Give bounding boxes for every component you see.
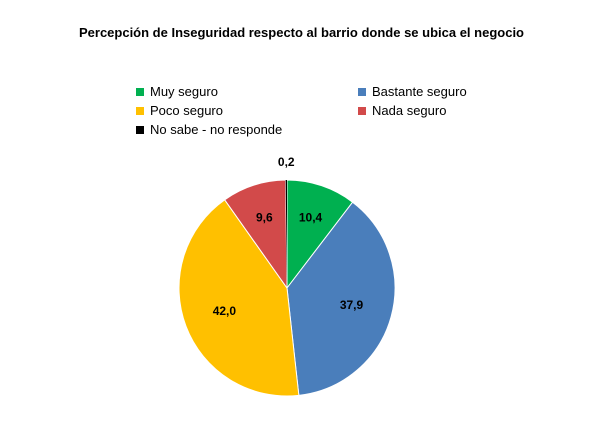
legend-label-nada-seguro: Nada seguro — [372, 103, 447, 118]
data-label-no-sabe-no-responde: 0,2 — [278, 155, 295, 169]
legend-item-bastante-seguro: Bastante seguro — [358, 84, 467, 99]
data-label-bastante-seguro: 37,9 — [340, 298, 364, 312]
chart-title: Percepción de Inseguridad respecto al ba… — [78, 25, 524, 40]
legend-swatch-no-sabe — [136, 125, 144, 134]
legend-swatch-bastante-seguro — [358, 87, 366, 96]
legend-item-muy-seguro: Muy seguro — [136, 84, 218, 99]
pie-slice-bastante-seguro — [286, 201, 396, 396]
legend-swatch-poco-seguro — [136, 106, 144, 115]
pie-slice-nada-seguro — [223, 179, 288, 290]
data-label-muy-seguro: 10,4 — [299, 211, 323, 225]
legend-item-no-sabe: No sabe - no responde — [136, 122, 282, 137]
legend-item-poco-seguro: Poco seguro — [136, 103, 223, 118]
pie-slice-no-sabe-no-responde — [285, 180, 287, 288]
legend-label-muy-seguro: Muy seguro — [150, 84, 218, 99]
legend-item-nada-seguro: Nada seguro — [358, 103, 446, 118]
legend-label-no-sabe: No sabe - no responde — [150, 122, 283, 137]
pie-slice-muy-seguro — [286, 179, 354, 290]
pie-slice-poco-seguro — [178, 199, 300, 397]
data-label-poco-seguro: 42,0 — [213, 304, 237, 318]
legend-swatch-muy-seguro — [136, 87, 144, 96]
data-label-nada-seguro: 9,6 — [256, 210, 273, 224]
legend-label-bastante-seguro: Bastante seguro — [372, 84, 467, 99]
legend-label-poco-seguro: Poco seguro — [150, 103, 223, 118]
legend-swatch-nada-seguro — [358, 106, 366, 115]
